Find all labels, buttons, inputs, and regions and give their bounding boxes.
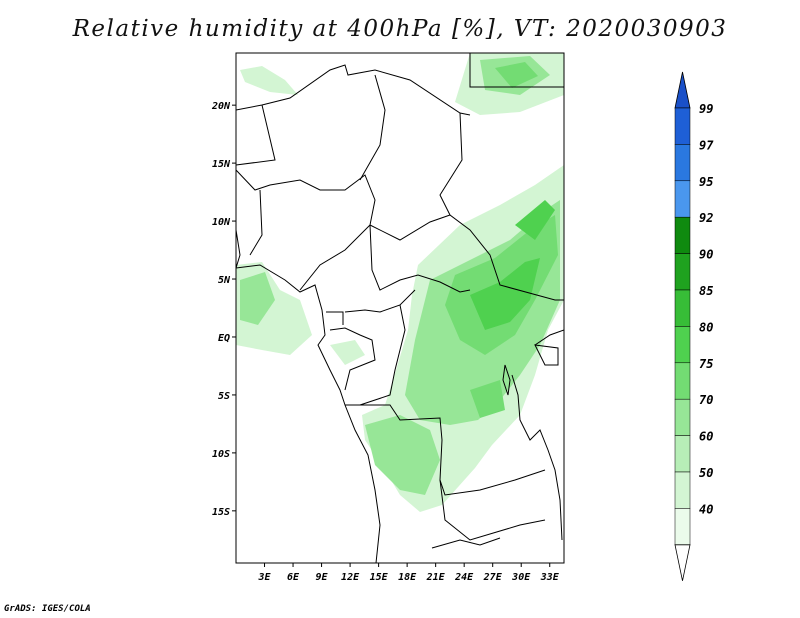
lon-tick-label: 33E: [540, 572, 560, 583]
colorbar-label: 99: [699, 102, 713, 116]
lon-tick-label: 3E: [257, 572, 271, 583]
lat-tick-label: 15N: [212, 159, 231, 170]
colorbar-swatch: [674, 289, 691, 327]
colorbar-label: 80: [699, 320, 713, 334]
border-line: [534, 329, 564, 346]
colorbar-swatch: [674, 216, 691, 254]
lon-tick-label: 24E: [454, 572, 474, 583]
lon-tick-label: 6E: [287, 572, 300, 583]
lat-tick-label: EQ: [218, 333, 230, 344]
lon-tick-label: 12E: [341, 572, 360, 583]
lon-tick-label: 27E: [483, 572, 503, 583]
colorbar-swatch: [674, 144, 691, 182]
lat-tick-label: 15S: [212, 507, 230, 518]
colorbar-swatch: [674, 471, 691, 509]
colorbar-swatch: [674, 508, 691, 546]
colorbar-swatch: [674, 180, 691, 218]
lon-tick-label: 21E: [426, 572, 446, 583]
colorbar-label: 85: [699, 284, 713, 298]
border-line: [236, 104, 276, 166]
colorbar-top-arrow: [674, 71, 691, 109]
colorbar-swatch: [674, 435, 691, 473]
colorbar-swatch: [674, 107, 691, 145]
border-line: [359, 74, 386, 181]
border-line: [236, 64, 471, 116]
country-borders: [236, 53, 564, 563]
lake-outline: [511, 374, 563, 541]
lake-outline: [502, 364, 511, 396]
border-line: [345, 404, 546, 496]
border-line: [534, 344, 559, 366]
map-frame: [235, 52, 565, 564]
colorbar-label: 50: [699, 466, 713, 480]
lat-tick-label: 20N: [211, 101, 231, 112]
lat-tick-label: 5S: [218, 391, 230, 402]
colorbar-swatch: [674, 398, 691, 436]
lon-tick-label: 9E: [316, 572, 329, 583]
lon-tick-label: 15E: [370, 572, 389, 583]
colorbar-label: 97: [699, 138, 714, 152]
colorbar-swatch: [674, 326, 691, 364]
lat-tick-label: 5N: [218, 275, 231, 286]
humidity-zone-peak: [470, 258, 540, 330]
border-line: [249, 189, 263, 256]
border-line: [326, 311, 344, 325]
map-title: Relative humidity at 400hPa [%], VT: 202…: [72, 16, 728, 42]
border-line: [439, 112, 564, 301]
humidity-zone-light: [240, 66, 298, 95]
colorbar-swatch: [674, 253, 691, 291]
coastline: [236, 229, 381, 563]
colorbar-bottom-arrow: [674, 544, 691, 581]
colorbar-label: 90: [699, 248, 713, 262]
lon-tick-label: 18E: [398, 572, 417, 583]
colorbar-swatch: [674, 362, 691, 400]
colorbar: 99 97 95 92 90 85 80 75 70 60 50 40: [674, 71, 714, 581]
border-line: [369, 224, 471, 293]
humidity-zone-high: [470, 380, 505, 418]
border-line: [431, 537, 501, 549]
colorbar-label: 60: [699, 430, 713, 444]
border-line: [236, 169, 376, 291]
humidity-zone-light: [330, 340, 365, 365]
humidity-zone-high: [495, 62, 538, 88]
humidity-zone-mid: [240, 272, 275, 325]
humidity-field: [236, 53, 564, 512]
lat-tick-label: 10N: [212, 217, 231, 228]
colorbar-label: 75: [699, 357, 713, 371]
colorbar-label: 95: [699, 175, 713, 189]
colorbar-label: 70: [699, 393, 713, 407]
lon-tick-label: 30E: [511, 572, 531, 583]
border-line: [369, 214, 451, 241]
colorbar-label: 40: [699, 502, 713, 516]
grads-credit: GrADS: IGES/COLA: [4, 604, 91, 614]
border-line: [329, 327, 376, 391]
humidity-zone-peak: [515, 200, 555, 240]
border-line: [469, 53, 564, 88]
humidity-zone-mid: [365, 415, 440, 495]
border-line: [344, 289, 416, 313]
lat-tick-label: 10S: [212, 449, 230, 460]
border-line: [439, 479, 546, 541]
map-axes: 20N 15N 10N 5N EQ 5S 10S 15S 3E 6E 9E 12E 15E 18E 21E 2…: [211, 52, 565, 583]
colorbar-label: 92: [699, 211, 713, 225]
border-line: [359, 304, 406, 406]
